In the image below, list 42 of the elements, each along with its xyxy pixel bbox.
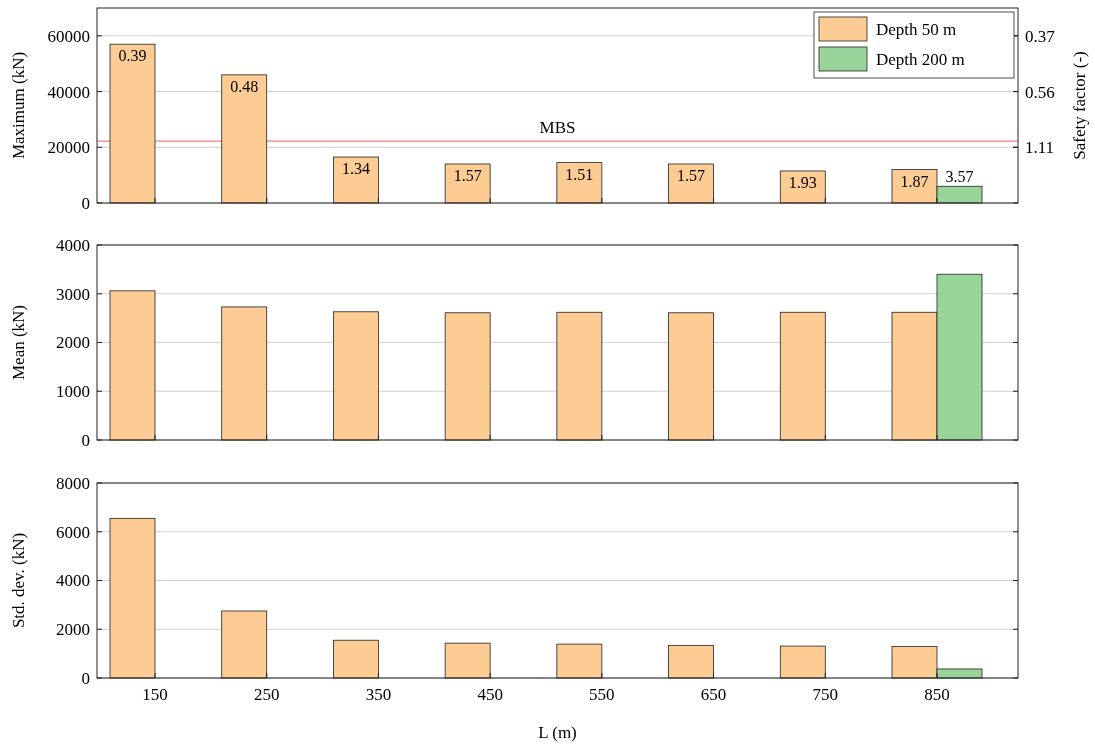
annotation: 0.39 bbox=[118, 47, 147, 65]
x-tick-label: 550 bbox=[589, 685, 615, 704]
y2-axis-title: Safety factor (-) bbox=[1070, 51, 1089, 160]
annotation: 1.93 bbox=[788, 173, 817, 191]
text: 1.11 bbox=[1025, 138, 1055, 158]
y-tick-label: 4000 bbox=[56, 571, 90, 591]
x-tick-label: 250 bbox=[253, 685, 280, 704]
annotation: 1.57 bbox=[453, 167, 482, 184]
annotation: 0.48 bbox=[230, 77, 259, 95]
text: 0.56 bbox=[1025, 82, 1055, 102]
ref-line-label: MBS bbox=[539, 118, 576, 138]
y-tick-label: 6000 bbox=[56, 522, 90, 542]
x-tick-label: 450 bbox=[477, 685, 503, 704]
legend-label: Depth 50 m bbox=[876, 19, 957, 39]
y-tick-label: 8000 bbox=[56, 473, 90, 493]
y-tick-label: 20000 bbox=[47, 138, 90, 158]
annotation: 1.87 bbox=[900, 172, 929, 190]
x-tick-label: 750 bbox=[812, 685, 839, 704]
legend-label: Depth 200 m bbox=[876, 49, 965, 69]
y-tick-label: 0 bbox=[81, 668, 90, 688]
y-tick-label: 40000 bbox=[47, 82, 90, 102]
y-tick-label: 0 bbox=[81, 430, 90, 450]
y-tick-label: 60000 bbox=[47, 26, 90, 46]
y-tick-label: 2000 bbox=[56, 333, 90, 353]
x-tick-label: 650 bbox=[700, 685, 727, 704]
y-tick-label: 1000 bbox=[56, 382, 90, 402]
y-axis-title: Maximum (kN) bbox=[9, 51, 28, 160]
y-axis-title: Std. dev. (kN) bbox=[9, 532, 28, 629]
y-tick-label: 4000 bbox=[56, 235, 90, 255]
annotation: 1.57 bbox=[677, 167, 706, 184]
y-tick-label: 2000 bbox=[56, 620, 90, 640]
text: 0.37 bbox=[1025, 26, 1056, 46]
y-tick-label: 3000 bbox=[56, 284, 90, 304]
x-tick-label: 850 bbox=[924, 685, 950, 704]
x-tick-label: 150 bbox=[142, 685, 168, 704]
x-tick-label: 350 bbox=[365, 685, 392, 704]
annotation: 3.57 bbox=[945, 168, 974, 186]
annotation: 1.51 bbox=[565, 165, 594, 183]
y-tick-label: 0 bbox=[81, 193, 90, 213]
y-axis-title: Mean (kN) bbox=[9, 304, 28, 381]
x-axis-title: L (m) bbox=[538, 723, 577, 742]
annotation: 1.34 bbox=[341, 160, 370, 178]
